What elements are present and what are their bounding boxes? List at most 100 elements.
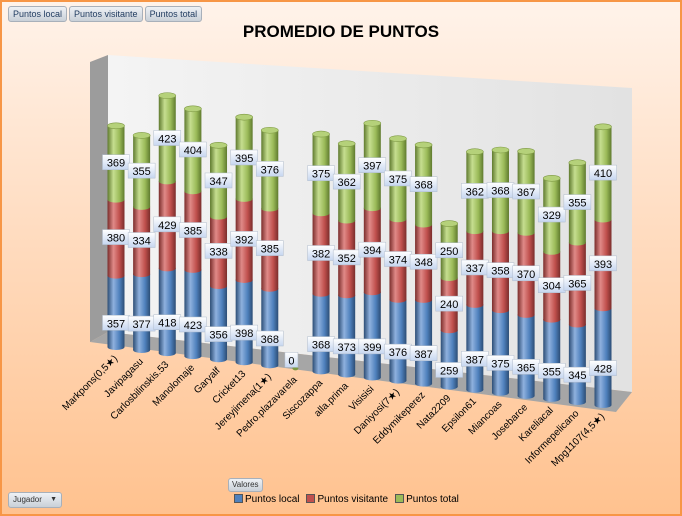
bar-top-cap (107, 122, 125, 130)
bar-top-cap (209, 142, 228, 149)
bar-local (338, 295, 356, 375)
legend-item-local: Puntos local (234, 494, 299, 505)
data-label-box (589, 360, 617, 376)
bar-visitante-base (389, 296, 407, 303)
data-label-total: 329 (543, 210, 561, 222)
data-label-box (256, 161, 284, 177)
data-label-box (179, 141, 207, 158)
bar-total-base (107, 196, 125, 203)
bar-visitante-base (312, 290, 330, 297)
data-label-total: 404 (184, 145, 202, 157)
data-label-visitante: 358 (491, 266, 509, 278)
bar-local (133, 274, 151, 351)
data-label-box (512, 183, 540, 200)
bar-local (491, 310, 509, 393)
data-label-total: 368 (414, 180, 432, 192)
bar-local-base (235, 359, 253, 366)
data-label-box (284, 352, 299, 368)
data-label-total: 355 (568, 198, 586, 210)
bar-local-base (491, 389, 509, 396)
data-label-total: 347 (209, 176, 227, 188)
bar-local-base (133, 347, 151, 354)
data-label-local: 375 (491, 358, 509, 370)
bar-total-base (568, 239, 586, 246)
data-label-visitante: 337 (466, 263, 484, 275)
bar-local (107, 275, 125, 347)
bar-local (389, 299, 407, 381)
bar-local (363, 292, 381, 378)
bar-total-base (235, 195, 253, 202)
bar-local-base (517, 392, 535, 399)
data-label-box (332, 173, 361, 190)
data-label-box (204, 243, 233, 259)
bar-local-base (158, 350, 176, 357)
bar-local-base (363, 374, 381, 381)
bar-top-cap (542, 175, 561, 182)
bar-total-base (261, 205, 279, 212)
bar-local-base (543, 395, 561, 402)
data-label-box (358, 157, 387, 173)
data-label-total: 368 (491, 186, 509, 198)
data-label-visitante: 393 (594, 259, 612, 271)
bar-visitante-base (338, 292, 356, 299)
data-label-visitante: 374 (389, 255, 407, 267)
bar-total-base (517, 229, 535, 236)
data-label-visitante: 348 (414, 257, 432, 269)
bar-total-base (338, 217, 356, 224)
bar-total-base (415, 221, 433, 228)
data-label-total: 376 (261, 164, 279, 176)
bar-visitante-base (158, 265, 176, 272)
bar-local (415, 299, 433, 384)
data-label-visitante: 370 (517, 269, 535, 281)
bar-visitante-base (107, 272, 125, 279)
bar-top-cap (389, 135, 407, 142)
bar-local (210, 286, 228, 360)
data-label-box (307, 165, 335, 181)
bar-local (184, 269, 202, 357)
data-label-local: 368 (261, 334, 279, 346)
bar-top-cap (491, 146, 510, 154)
bar-local (517, 314, 535, 396)
bar-local (543, 319, 561, 399)
values-field-button[interactable]: Valores (228, 478, 263, 492)
bar-top-cap (363, 119, 382, 127)
data-label-visitante: 338 (209, 246, 227, 258)
legend-label: Puntos visitante (317, 494, 389, 505)
field-button-puntos-total[interactable]: Puntos total (144, 6, 203, 22)
data-label-box (435, 295, 463, 312)
legend: Puntos local Puntos visitante Puntos tot… (234, 494, 459, 505)
bar-local (466, 304, 484, 390)
data-label-local: 345 (568, 370, 586, 382)
data-label-local: 259 (440, 365, 458, 377)
chart-title: PROMEDIO DE PUNTOS (242, 22, 440, 41)
bar-local (261, 288, 279, 366)
axis-field-dropdown[interactable]: Jugador ▼ (8, 492, 62, 508)
data-label-visitante: 304 (543, 281, 561, 293)
data-label-box (358, 241, 387, 258)
data-label-local: 357 (107, 318, 125, 330)
data-label-total: 362 (466, 186, 484, 198)
bar-local (594, 308, 612, 405)
legend-item-total: Puntos total (395, 494, 459, 505)
legend-swatch (234, 494, 243, 503)
data-label-total: 362 (338, 177, 356, 189)
field-button-puntos-local[interactable]: Puntos local (8, 6, 68, 22)
bar-local-base (568, 398, 586, 405)
bar-top-cap (568, 159, 587, 167)
bar-total-base (312, 210, 330, 217)
data-label-local: 355 (543, 366, 561, 378)
bar-local-base (261, 362, 279, 369)
data-label-visitante: 382 (312, 249, 330, 261)
field-button-puntos-visitante[interactable]: Puntos visitante (69, 6, 143, 22)
data-label-visitante: 380 (107, 233, 125, 245)
side-wall (90, 55, 108, 342)
data-label-visitante: 352 (338, 253, 356, 265)
bar-top-cap (312, 130, 330, 138)
bar-local (158, 268, 176, 354)
data-label-local: 428 (594, 364, 612, 376)
data-label-local: 356 (209, 330, 227, 342)
bar-total-base (184, 188, 202, 195)
bar-top-cap (414, 141, 433, 149)
bar-total-base (363, 205, 381, 212)
